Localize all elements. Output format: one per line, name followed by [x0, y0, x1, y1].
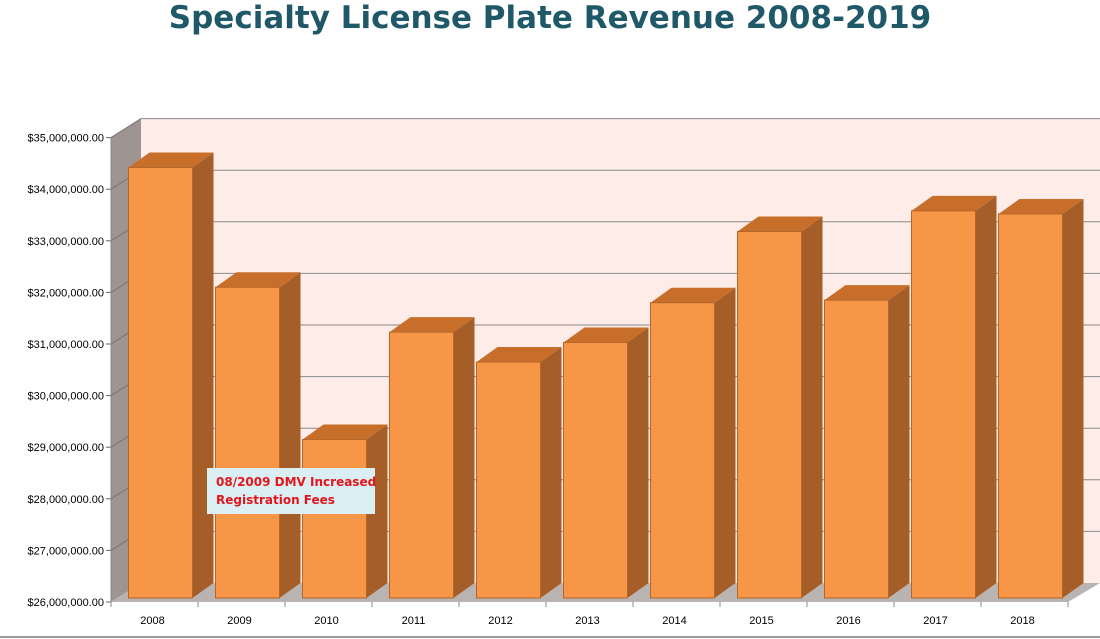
bar-front: [998, 213, 1063, 599]
bar-side: [540, 347, 562, 598]
bar-top: [215, 272, 301, 288]
annotation-line-2: Registration Fees: [216, 493, 335, 507]
bar-side: [627, 327, 649, 598]
bar-2011: [389, 317, 475, 599]
bar-2009: [215, 272, 301, 599]
bar-side: [801, 216, 823, 598]
bar-side: [453, 317, 475, 598]
bar-top: [389, 317, 475, 333]
bar-2014: [650, 287, 736, 599]
bar-front: [911, 210, 976, 599]
y-tick-label: $30,000,000.00: [28, 391, 104, 403]
y-axis-ticks: $26,000,000.00 $27,000,000.00 $28,000,000.…: [28, 133, 112, 609]
annotation-box: 08/2009 DMV Increased Registration Fees: [207, 468, 376, 514]
bar-top: [998, 198, 1084, 214]
bar-side: [1062, 198, 1084, 598]
bar-top: [911, 195, 997, 211]
bar-2017: [911, 195, 997, 599]
bar-2008: [128, 152, 214, 599]
grid-line-side: [110, 118, 142, 139]
annotation-line-1: 08/2009 DMV Increased: [216, 475, 376, 489]
x-axis-ticks: 2008 2009 2010 2011 2012 2013 2014 2015 2016 2017…: [110, 602, 1069, 627]
bar-2013: [563, 327, 649, 599]
y-tick-label: $29,000,000.00: [28, 442, 104, 454]
bar-2018: [998, 198, 1084, 599]
bar-top: [650, 287, 736, 303]
bar-2016: [824, 285, 910, 599]
bar-side: [714, 287, 736, 598]
bar-front: [476, 361, 541, 599]
bar-front: [737, 231, 802, 599]
bar-top: [824, 285, 910, 301]
annotation-background: [207, 468, 375, 514]
bar-side: [888, 285, 910, 598]
chart-title: Specialty License Plate Revenue 2008-201…: [168, 0, 932, 36]
bar-top: [128, 152, 214, 168]
y-tick-label: $31,000,000.00: [28, 339, 104, 351]
y-tick-label: $32,000,000.00: [28, 287, 104, 299]
x-tick-label: 2014: [662, 615, 686, 627]
bar-top: [563, 327, 649, 343]
bar-2010: [302, 424, 388, 599]
x-tick-label: 2008: [140, 615, 164, 627]
x-tick-label: 2012: [488, 615, 512, 627]
bar-top: [302, 424, 388, 440]
x-tick-label: 2013: [575, 615, 599, 627]
bar-front: [215, 286, 280, 599]
bar-front: [389, 331, 454, 599]
y-tick-label: $34,000,000.00: [28, 184, 104, 196]
bar-2015: [737, 216, 823, 599]
bar-top: [737, 216, 823, 232]
bar-front: [650, 302, 715, 599]
bar-side: [366, 424, 388, 598]
bar-2012: [476, 347, 562, 599]
bar-front: [302, 438, 367, 599]
bar-front: [824, 299, 889, 599]
y-tick-label: $35,000,000.00: [28, 133, 104, 145]
x-tick-label: 2015: [749, 615, 773, 627]
y-tick-label: $33,000,000.00: [28, 236, 104, 248]
x-tick-label: 2016: [836, 615, 860, 627]
x-tick-label: 2009: [227, 615, 251, 627]
bar-side: [192, 152, 214, 598]
x-tick-label: 2017: [923, 615, 947, 627]
y-tick-label: $27,000,000.00: [28, 545, 104, 557]
x-tick-label: 2018: [1010, 615, 1034, 627]
bar-front: [563, 341, 628, 599]
x-tick-label: 2010: [314, 615, 338, 627]
bar-front: [128, 167, 193, 599]
y-tick-label: $28,000,000.00: [28, 494, 104, 506]
y-tick-label: $26,000,000.00: [28, 597, 104, 609]
bar-top: [476, 347, 562, 363]
x-tick-label: 2011: [402, 615, 426, 627]
bottom-rule: [0, 636, 1100, 638]
bar-side: [975, 195, 997, 598]
bar-side: [279, 272, 301, 598]
